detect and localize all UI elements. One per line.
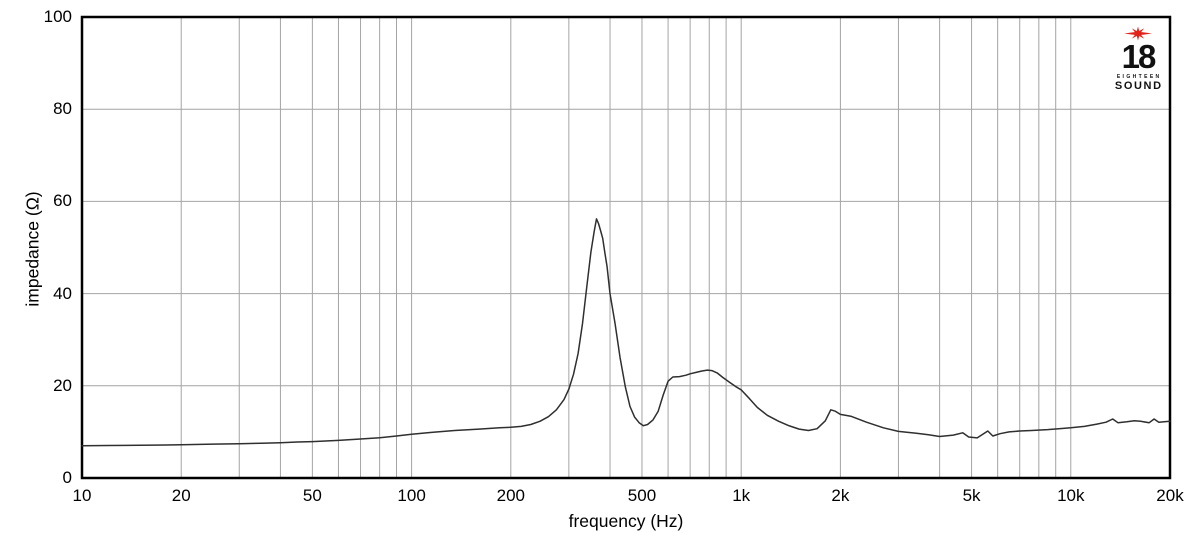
logo-brand-small: EIGHTEEN [1116, 74, 1162, 81]
logo-brand: SOUND [1114, 80, 1163, 93]
x-tick-label-20: 20 [171, 486, 191, 505]
x-tick-label-10: 10 [72, 486, 92, 505]
plot-frame [80, 15, 1172, 480]
y-tick-label-20: 20 [53, 375, 72, 395]
y-tick-label-0: 0 [62, 468, 72, 487]
starburst-icon [1124, 26, 1152, 41]
x-axis-title: frequency (Hz) [568, 511, 684, 531]
eighteen-sound-logo: 18 EIGHTEEN SOUND [1111, 26, 1165, 92]
x-tick-label-500: 500 [627, 486, 657, 505]
x-tick-label-20k: 20k [1156, 486, 1184, 505]
y-axis-title: impedance (Ω) [22, 191, 43, 307]
x-tick-label-2k: 2k [831, 486, 850, 505]
y-tick-label-40: 40 [53, 283, 72, 303]
x-tick-label-50: 50 [302, 486, 322, 505]
y-tick-label-100: 100 [43, 7, 72, 26]
y-tick-label-80: 80 [53, 99, 72, 119]
y-tick-label-60: 60 [53, 191, 72, 211]
x-tick-label-10k: 10k [1057, 486, 1085, 505]
x-tick-label-1k: 1k [732, 486, 751, 505]
impedance-curve [81, 218, 1171, 447]
x-tick-label-100: 100 [397, 486, 426, 505]
x-tick-label-5k: 5k [962, 486, 981, 505]
logo-number: 18 [1121, 38, 1157, 75]
x-tick-label-200: 200 [496, 486, 525, 505]
